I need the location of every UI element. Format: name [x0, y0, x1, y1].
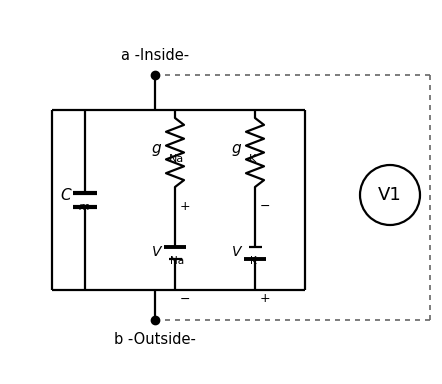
Text: b -Outside-: b -Outside-: [114, 332, 196, 347]
Text: a -Inside-: a -Inside-: [121, 48, 189, 63]
Text: g: g: [231, 141, 241, 156]
Text: V: V: [232, 245, 241, 260]
Text: −: −: [260, 200, 271, 212]
Text: Na: Na: [169, 154, 184, 164]
Text: Na: Na: [170, 255, 184, 265]
Text: V: V: [152, 245, 161, 260]
Circle shape: [360, 165, 420, 225]
Text: +: +: [260, 293, 271, 306]
Text: g: g: [151, 141, 161, 156]
Text: +: +: [180, 200, 191, 212]
Text: m: m: [79, 202, 90, 212]
Text: C: C: [61, 189, 71, 204]
Text: K: K: [250, 255, 257, 265]
Text: V1: V1: [378, 186, 402, 204]
Text: −: −: [180, 293, 191, 306]
Text: K: K: [249, 154, 256, 164]
